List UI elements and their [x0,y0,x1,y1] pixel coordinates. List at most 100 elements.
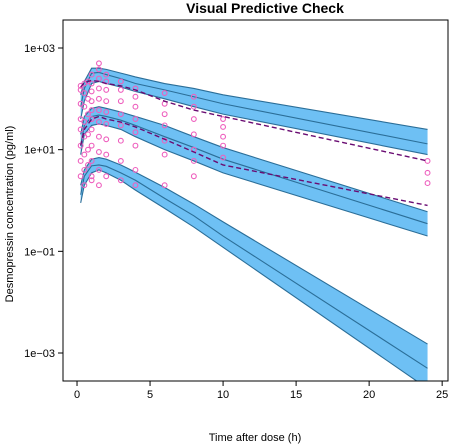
observed-point [81,166,88,173]
observed-point [424,169,431,176]
observed-point [88,173,95,180]
observed-point [85,146,91,153]
observed-point [424,180,431,187]
observed-point [117,86,124,93]
observed-point [132,142,139,149]
observed-point [190,157,197,164]
observed-point [132,85,139,92]
observed-point [220,133,227,140]
observed-point [95,107,102,114]
observed-point [161,182,168,189]
observed-point [77,126,84,133]
observed-point [103,136,110,143]
x-tick-label: 10 [217,389,229,401]
plot-area [77,60,431,381]
observed-point [132,182,139,189]
observed-point [95,149,102,155]
observed-point [161,151,168,158]
chart-title: Visual Predictive Check [186,0,344,16]
y-tick-label: 1e−01 [24,246,55,258]
band-upper-upper-line [80,67,428,130]
observed-point [88,177,95,184]
observed-point [85,111,91,118]
observed-point [85,131,91,138]
observed-point [103,173,110,180]
observed-point [132,129,139,136]
observed-point [95,119,102,125]
observed-point [103,98,110,105]
observed-point [88,126,95,133]
observed-point [190,116,197,123]
observed-point [103,109,110,115]
observed-point [117,78,124,85]
observed-point [132,116,139,123]
prediction-band-upper [80,68,428,155]
observed-point [88,157,95,164]
observed-point [95,66,102,73]
y-axis: 1e−03 1e−01 1e+01 1e+03 [24,43,63,360]
x-tick-label: 25 [436,389,448,401]
observed-point [77,173,84,180]
observed-point [220,142,227,149]
observed-median-line [79,115,428,207]
observed-point [81,90,88,96]
observed-point [88,98,95,105]
observed-point [103,86,110,93]
y-tick-label: 1e+03 [24,43,55,55]
observed-point [161,122,168,129]
y-axis-label: Desmopressin concentration (pg/ml) [4,126,16,303]
observed-point [161,111,168,118]
observed-point [77,157,84,164]
observed-point [95,85,102,92]
observed-point [85,162,91,168]
observed-point [77,100,84,107]
observed-point [88,116,95,123]
observed-point [161,90,168,96]
observed-point [132,93,139,100]
observed-point [81,182,88,189]
x-tick-label: 15 [290,389,302,401]
x-axis-label: Time after dose (h) [209,432,302,444]
observed-point [95,166,102,173]
observed-point [77,86,84,93]
prediction-band-lower [80,157,428,381]
observed-point [81,119,88,125]
observed-point [117,98,124,105]
observed-point [103,71,110,78]
observed-point [220,123,227,130]
y-tick-label: 1e+01 [24,145,55,157]
observed-point [190,103,197,110]
observed-point [95,95,102,102]
observed-point [88,88,95,95]
observed-point [103,151,110,158]
observed-point [161,137,168,144]
observed-point [81,103,88,110]
x-tick-label: 20 [363,389,375,401]
plot-frame [62,19,449,382]
observed-point [95,182,102,189]
observed-point [117,122,124,129]
observed-point [190,131,197,138]
observed-point [88,107,95,114]
observed-point [117,137,124,144]
band-lower-median-line [80,164,428,369]
observed-point [424,157,431,164]
x-axis: 0 5 10 15 20 25 [74,381,448,401]
observed-point [117,177,124,184]
x-tick-label: 0 [74,389,80,401]
observed-point [117,111,124,118]
observed-point [132,166,139,173]
observed-point [190,93,197,100]
observed-point [88,71,95,78]
observed-point [88,142,95,149]
y-tick-label: 1e−03 [24,348,55,360]
observed-point [95,133,102,140]
observed-point [88,80,95,87]
observed-point [77,116,84,123]
observed-point [95,60,102,67]
observed-point [103,121,110,127]
x-tick-label: 5 [147,389,153,401]
observed-point [220,154,227,161]
observed-point [132,103,139,110]
